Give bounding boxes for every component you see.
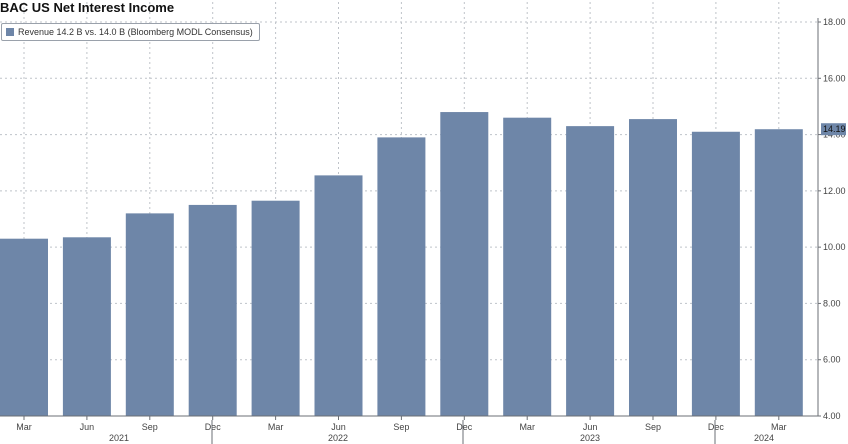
bar (251, 200, 300, 416)
x-tick-label: Mar (771, 422, 787, 432)
x-tick-label: Dec (708, 422, 725, 432)
year-label: 2021 (109, 433, 129, 443)
x-tick-label: Jun (80, 422, 95, 432)
last-value-label: 14.19 (823, 124, 846, 134)
y-tick-label: 10.00 (823, 242, 846, 252)
bar (0, 238, 48, 416)
bar (754, 129, 803, 416)
y-tick-label: 18.00 (823, 17, 846, 27)
x-tick-label: Sep (393, 422, 409, 432)
bar (125, 213, 174, 416)
x-tick-label: Jun (583, 422, 598, 432)
year-label: 2022 (328, 433, 348, 443)
legend: Revenue 14.2 B vs. 14.0 B (Bloomberg MOD… (1, 23, 260, 41)
bar (503, 117, 552, 416)
x-tick-label: Mar (519, 422, 535, 432)
bar (377, 137, 426, 416)
x-tick-label: Sep (645, 422, 661, 432)
legend-label: Revenue 14.2 B vs. 14.0 B (Bloomberg MOD… (18, 27, 253, 37)
y-tick-label: 6.00 (823, 355, 841, 365)
y-tick-label: 4.00 (823, 411, 841, 421)
x-tick-label: Jun (331, 422, 346, 432)
x-tick-label: Dec (456, 422, 473, 432)
bar (691, 131, 740, 416)
x-tick-label: Mar (268, 422, 284, 432)
year-label: 2023 (580, 433, 600, 443)
y-tick-label: 12.00 (823, 186, 846, 196)
bar (188, 204, 237, 416)
y-tick-label: 16.00 (823, 73, 846, 83)
x-tick-label: Mar (16, 422, 32, 432)
y-tick-label: 8.00 (823, 298, 841, 308)
bar (440, 112, 489, 417)
x-tick-label: Sep (142, 422, 158, 432)
chart-title: BAC US Net Interest Income (0, 0, 175, 15)
bar (629, 119, 677, 416)
bar (62, 237, 111, 416)
x-tick-label: Dec (205, 422, 222, 432)
bar (566, 126, 615, 416)
last-value-box (821, 123, 846, 136)
bar (314, 175, 363, 416)
legend-swatch (6, 28, 14, 36)
year-label: 2024 (754, 433, 774, 443)
